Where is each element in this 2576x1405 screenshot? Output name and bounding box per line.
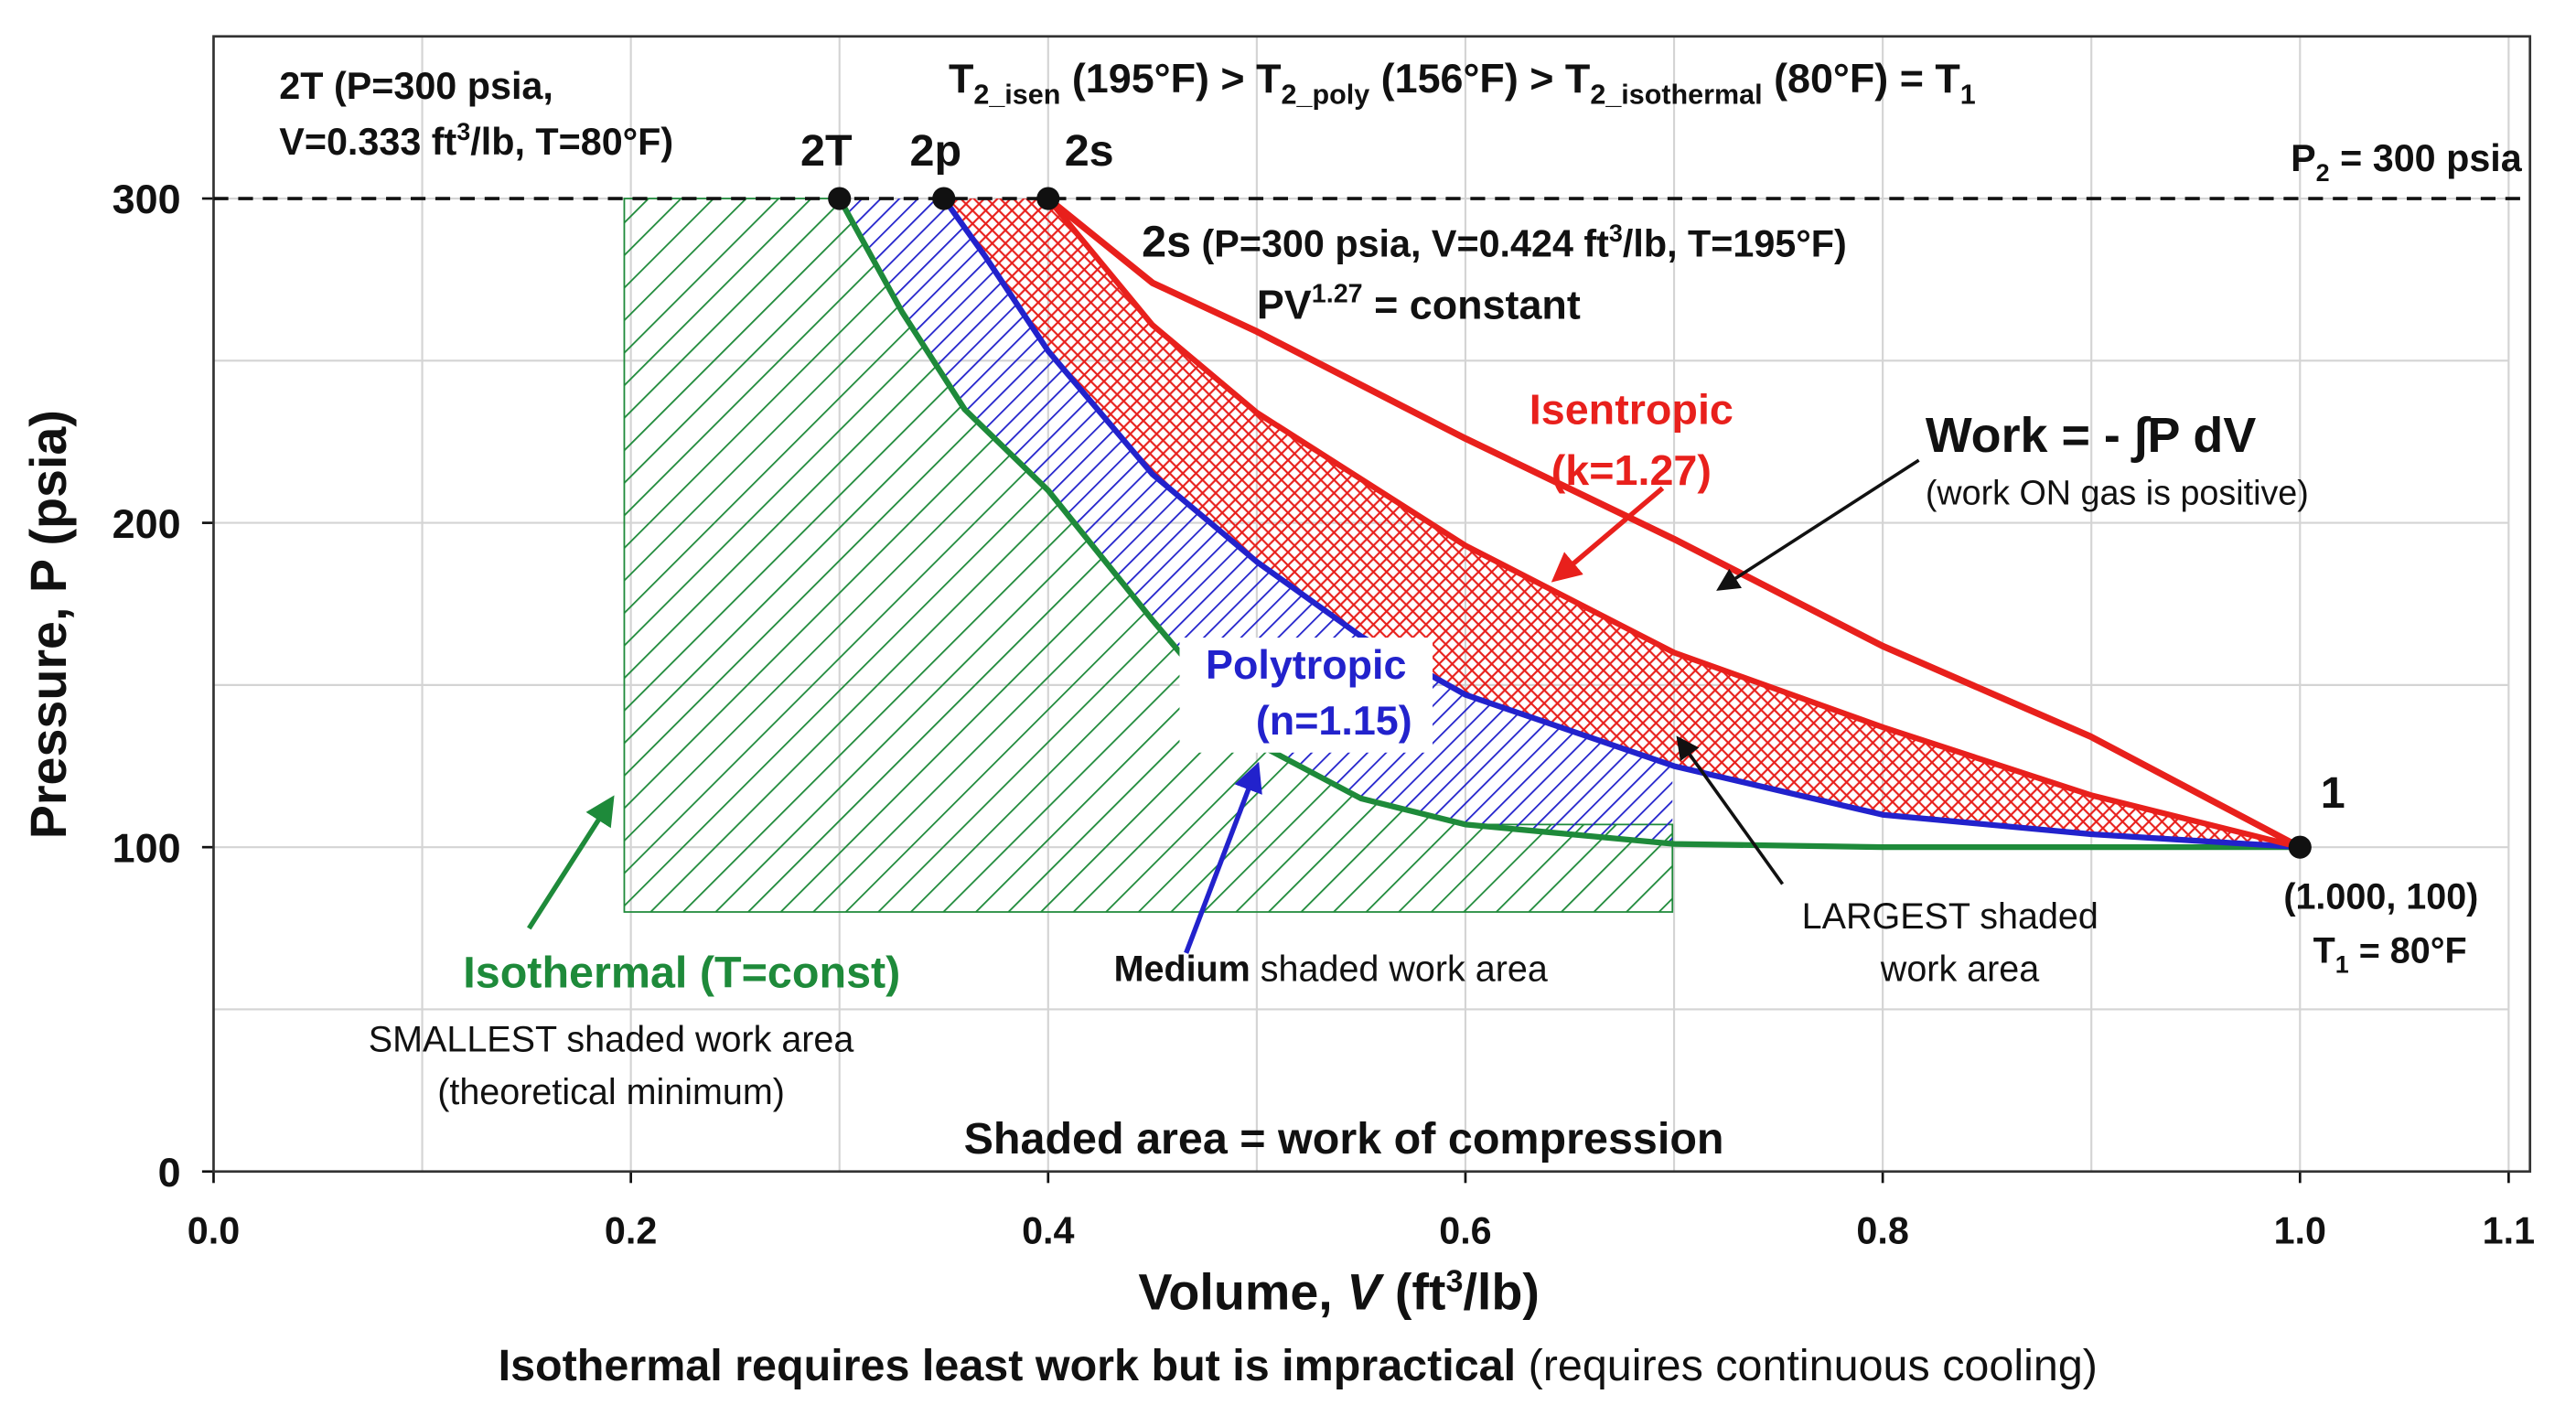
annotation: 1 — [1960, 79, 1976, 110]
annotation: Medium shaded work area — [1114, 949, 1548, 989]
annotation: P2 = 300 psia — [2291, 137, 2523, 187]
x-axis-label: (ft — [1380, 1264, 1445, 1321]
markers: 2T 2p 2s 1 — [800, 126, 2345, 859]
curve — [941, 197, 2301, 851]
annotation: 1 — [2335, 950, 2349, 978]
annotation: (156°F) > T — [1369, 55, 1590, 102]
y-tick-label: 100 — [113, 824, 181, 871]
annotation: (1.000, 100) — [2283, 876, 2478, 917]
annotation: work area — [1880, 949, 2039, 989]
annotation: = 80°F — [2349, 931, 2467, 971]
x-tick-label: 0.8 — [1856, 1210, 1908, 1252]
annotation: 2_isen — [973, 79, 1060, 110]
annotation: Work = - ∫P dV — [1926, 408, 2257, 463]
annotation: (work ON gas is positive) — [1926, 474, 2309, 512]
annotation: Isentropic — [1530, 386, 1733, 434]
x-tick-label: 0.0 — [188, 1210, 240, 1252]
footer: (requires continuous cooling) — [1516, 1341, 2098, 1390]
state-point — [932, 187, 956, 210]
annotation: 3 — [1609, 220, 1623, 247]
annotation: PV1.27 = constant — [1257, 280, 1581, 328]
x-axis-label: 3 — [1445, 1264, 1463, 1299]
annotation: = constant — [1363, 282, 1581, 328]
x-axis-label: /lb) — [1463, 1264, 1539, 1321]
x-tick-label: 1.1 — [2483, 1210, 2535, 1252]
annotation: (theoretical minimum) — [437, 1072, 785, 1112]
annotation: Shaded area = work of compression — [964, 1114, 1724, 1164]
x-tick-label: 1.0 — [2274, 1210, 2326, 1252]
annotation: Isothermal (T=const) — [463, 949, 900, 998]
x-tick-label: 0.6 — [1439, 1210, 1491, 1252]
y-tick-label: 200 — [113, 500, 181, 547]
curve — [1046, 197, 2302, 851]
state-point — [2288, 835, 2312, 859]
state-point — [1036, 187, 1060, 210]
annotation: shaded work area — [1250, 949, 1548, 989]
arrow — [1551, 486, 1665, 583]
annotation: 3 — [456, 118, 470, 145]
annotation: (80°F) = T — [1763, 55, 1960, 102]
annotation: /lb, T=80°F) — [470, 121, 673, 163]
annotation: Medium — [1114, 949, 1250, 989]
y-tick-label: 300 — [113, 176, 181, 222]
x-axis-label: Volume, V (ft3/lb) — [1138, 1264, 1539, 1321]
x-tick-label: 0.4 — [1022, 1210, 1074, 1252]
annotation: (n=1.15) — [1256, 697, 1412, 744]
annotation: T — [2313, 931, 2335, 971]
state-point — [828, 187, 852, 210]
annotation: 2_isothermal — [1590, 79, 1762, 110]
curve — [1046, 196, 2302, 851]
annotation: PV — [1257, 282, 1312, 328]
annotation: Polytropic — [1206, 641, 1406, 688]
isentropic-area — [943, 198, 2301, 848]
annotation: (k=1.27) — [1551, 446, 1712, 494]
annotation: T2_isen (195°F) > T2_poly (156°F) > T2_i… — [949, 55, 1976, 111]
annotation: (195°F) > T — [1060, 55, 1281, 102]
annotation: /lb, T=195°F) — [1623, 222, 1847, 264]
arrow — [527, 795, 615, 930]
annotation: 2s — [1142, 217, 1191, 266]
annotation: P — [2291, 137, 2316, 179]
y-axis-label: Pressure, P (psia) — [20, 410, 77, 839]
annotation: 2_poly — [1282, 79, 1370, 110]
annotation: (P=300 psia, V=0.424 ft — [1191, 222, 1609, 264]
y-tick-label: 0 — [158, 1149, 181, 1196]
annotation: T — [949, 55, 973, 102]
arrow — [1676, 735, 1785, 885]
x-tick-label: 0.2 — [605, 1210, 657, 1252]
x-axis-label: V — [1347, 1264, 1385, 1321]
annotation: T1 = 80°F — [2313, 931, 2467, 979]
annotation: SMALLEST shaded work area — [369, 1020, 854, 1060]
point-label: 2T — [800, 126, 853, 176]
label-background — [1179, 638, 1433, 753]
footer: Isothermal requires least work but is im… — [499, 1341, 1517, 1390]
annotation: 1.27 — [1312, 280, 1363, 309]
point-label: 2p — [909, 126, 961, 176]
annotation: 2 — [2316, 159, 2330, 187]
annotation: LARGEST shaded — [1802, 896, 2098, 937]
arrow — [1184, 761, 1262, 954]
point-label: 1 — [2321, 768, 2345, 818]
annotation: = 300 psia — [2330, 137, 2523, 179]
annotation: 2s (P=300 psia, V=0.424 ft3/lb, T=195°F) — [1142, 217, 1847, 266]
annotation: V=0.333 ft — [279, 121, 456, 163]
footer: Isothermal requires least work but is im… — [499, 1341, 2098, 1390]
annotation: 2T (P=300 psia, — [279, 65, 553, 107]
plot-frame — [212, 35, 2532, 1174]
arrow — [1716, 458, 1920, 591]
x-axis-label: Volume, — [1138, 1264, 1347, 1321]
point-label: 2s — [1065, 126, 1114, 176]
polytropic-area — [839, 198, 1673, 844]
annotation: V=0.333 ft3/lb, T=80°F) — [279, 118, 673, 163]
